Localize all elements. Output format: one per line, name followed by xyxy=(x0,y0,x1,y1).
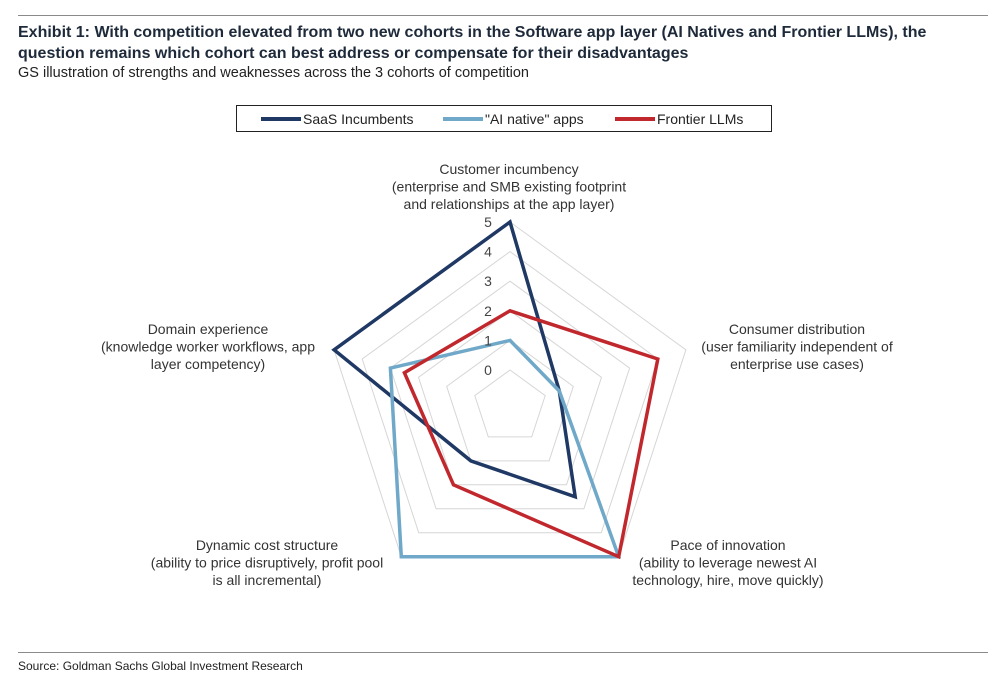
axis-label-line: is all incremental) xyxy=(213,572,322,588)
axis-label-line: (enterprise and SMB existing footprint xyxy=(392,179,626,195)
grid-ring xyxy=(447,340,574,461)
axis-label-line: (user familiarity independent of xyxy=(701,339,893,355)
axis-label-line: layer competency) xyxy=(151,356,265,372)
axis-label-line: Domain experience xyxy=(148,321,269,337)
source-note: Source: Goldman Sachs Global Investment … xyxy=(18,659,303,673)
grid-ring xyxy=(334,222,686,557)
axis-label-line: enterprise use cases) xyxy=(730,356,864,372)
grid-ring xyxy=(475,370,545,437)
tick-label: 1 xyxy=(484,332,492,348)
series-line-0 xyxy=(334,222,575,497)
grid-ring xyxy=(362,252,658,533)
tick-label: 4 xyxy=(484,244,492,260)
axis-label-3: Dynamic cost structure (ability to price … xyxy=(151,537,383,588)
axis-label-line: Customer incumbency xyxy=(439,161,578,177)
axis-label-line: technology, hire, move quickly) xyxy=(632,572,823,588)
axis-label-line: Consumer distribution xyxy=(729,321,865,337)
tick-label: 2 xyxy=(484,303,492,319)
axis-label-line: Dynamic cost structure xyxy=(196,537,339,553)
axis-label-line: (ability to leverage newest AI xyxy=(639,555,817,571)
series-line-2 xyxy=(404,311,657,557)
axis-label-line: and relationships at the app layer) xyxy=(404,196,615,212)
tick-label: 5 xyxy=(484,214,492,230)
source-rule xyxy=(18,652,988,653)
tick-label: 0 xyxy=(484,362,492,378)
axis-label-0: Customer incumbency (enterprise and SMB e… xyxy=(392,161,626,212)
axis-label-line: Pace of innovation xyxy=(670,537,785,553)
axis-label-line: (knowledge worker workflows, app xyxy=(101,339,315,355)
axis-label-1: Consumer distribution (user familiarity i… xyxy=(701,321,893,372)
axis-label-4: Domain experience (knowledge worker workf… xyxy=(101,321,315,372)
axis-label-2: Pace of innovation (ability to leverage n… xyxy=(632,537,823,588)
axis-label-line: (ability to price disruptively, profit p… xyxy=(151,555,383,571)
tick-label: 3 xyxy=(484,273,492,289)
grid-ring xyxy=(419,311,602,485)
